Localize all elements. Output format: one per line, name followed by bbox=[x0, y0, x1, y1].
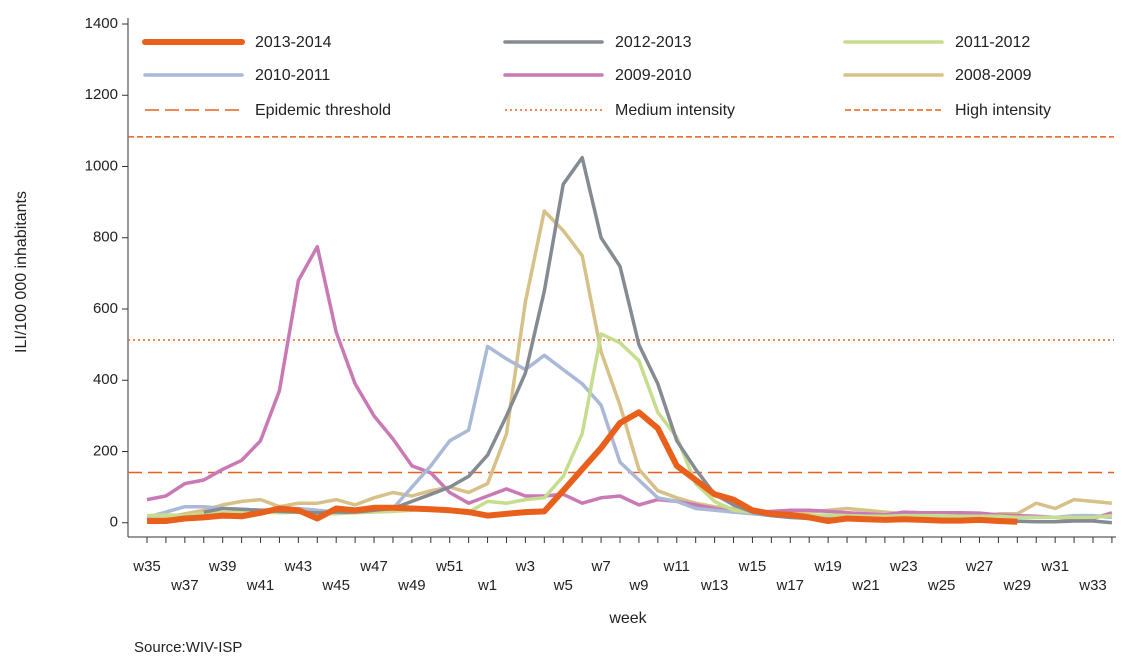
legend-label: Epidemic threshold bbox=[255, 102, 391, 119]
x-tick-label: w41 bbox=[246, 577, 275, 594]
x-tick-label: w5 bbox=[553, 577, 573, 594]
x-tick-label: w33 bbox=[1078, 577, 1107, 594]
y-tick-label: 600 bbox=[93, 300, 118, 317]
x-tick-label: w23 bbox=[889, 558, 918, 575]
legend-label: High intensity bbox=[955, 102, 1051, 119]
legend-label: Medium intensity bbox=[615, 102, 735, 119]
x-axis-label: week bbox=[608, 610, 647, 627]
x-tick-label: w1 bbox=[477, 577, 497, 594]
x-tick-label: w31 bbox=[1040, 558, 1069, 575]
x-tick-label: w27 bbox=[965, 558, 994, 575]
x-tick-label: w43 bbox=[284, 558, 313, 575]
x-tick-label: w7 bbox=[590, 558, 610, 575]
y-tick-label: 200 bbox=[93, 442, 118, 459]
y-tick-label: 400 bbox=[93, 371, 118, 388]
y-axis-label: ILI/100 000 inhabitants bbox=[13, 191, 30, 353]
source: Source:WIV-ISP bbox=[134, 639, 242, 656]
x-tick-label: w49 bbox=[397, 577, 426, 594]
legend-label: 2011-2012 bbox=[955, 34, 1030, 51]
legend-label: 2009-2010 bbox=[615, 67, 692, 84]
legend-label: 2010-2011 bbox=[255, 67, 330, 84]
legend-label: 2013-2014 bbox=[255, 34, 332, 51]
y-tick-label: 800 bbox=[93, 229, 118, 246]
x-tick-label: w13 bbox=[700, 577, 729, 594]
legend-label: 2012-2013 bbox=[615, 34, 692, 51]
legend-label: 2008-2009 bbox=[955, 67, 1032, 84]
x-tick-label: w15 bbox=[738, 558, 767, 575]
x-tick-label: w9 bbox=[628, 577, 648, 594]
y-tick-label: 1200 bbox=[85, 86, 118, 103]
x-tick-label: w3 bbox=[515, 558, 535, 575]
x-tick-label: w17 bbox=[776, 577, 805, 594]
x-tick-label: w21 bbox=[851, 577, 880, 594]
x-tick-label: w11 bbox=[663, 558, 690, 575]
series-line bbox=[146, 244, 1113, 521]
x-tick-label: w37 bbox=[170, 577, 199, 594]
x-tick-label: w45 bbox=[321, 577, 350, 594]
y-tick-label: 0 bbox=[110, 514, 118, 531]
x-tick-label: w47 bbox=[359, 558, 388, 575]
x-tick-label: w19 bbox=[813, 558, 842, 575]
x-tick-label: w29 bbox=[1003, 577, 1032, 594]
y-tick-label: 1400 bbox=[85, 15, 118, 32]
x-tick-label: w35 bbox=[132, 558, 161, 575]
x-tick-label: w25 bbox=[927, 577, 956, 594]
series-line bbox=[147, 409, 1018, 525]
y-tick-label: 1000 bbox=[85, 157, 118, 174]
x-tick-label: w39 bbox=[208, 558, 237, 575]
x-tick-label: w51 bbox=[435, 558, 464, 575]
series-line bbox=[146, 332, 1113, 520]
